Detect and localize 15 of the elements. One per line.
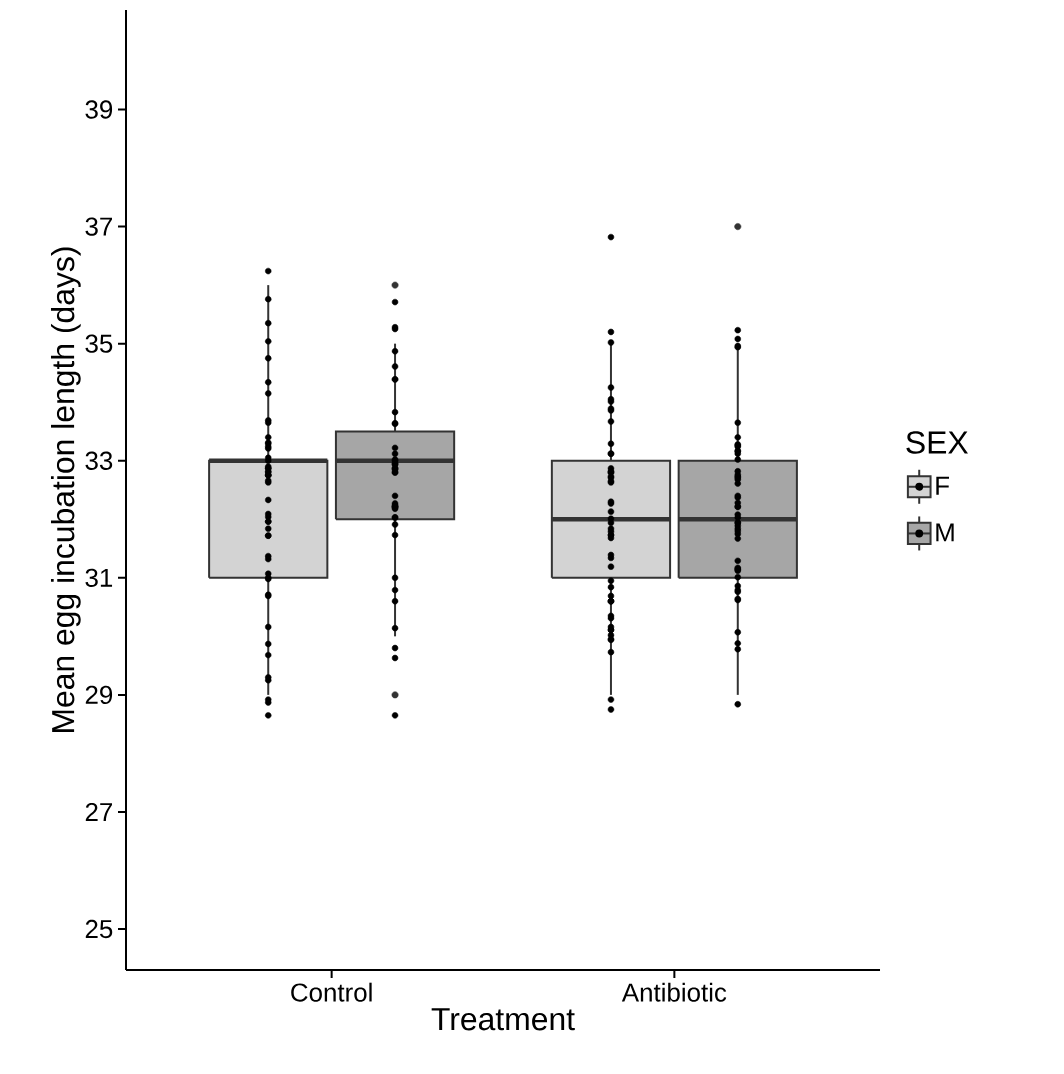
legend-label: M: [936, 523, 954, 542]
y-tick-label: 33: [85, 451, 113, 470]
y-tick-label: 27: [85, 802, 112, 821]
x-tick-label: Control: [291, 982, 372, 1002]
legend-label: F: [936, 476, 950, 495]
y-axis-title: Mean egg incubation length (days): [50, 247, 81, 732]
y-tick-label: 29: [85, 685, 113, 705]
legend-title: SEX: [906, 431, 968, 454]
y-tick-label: 25: [85, 919, 113, 939]
y-tick-label: 37: [85, 217, 112, 236]
y-tick-label: 35: [85, 334, 113, 353]
x-axis-title: Treatment: [431, 1008, 575, 1031]
x-tick-label: Antibiotic: [621, 982, 727, 1002]
y-tick-label: 31: [85, 568, 113, 587]
y-tick-label: 39: [85, 100, 113, 119]
